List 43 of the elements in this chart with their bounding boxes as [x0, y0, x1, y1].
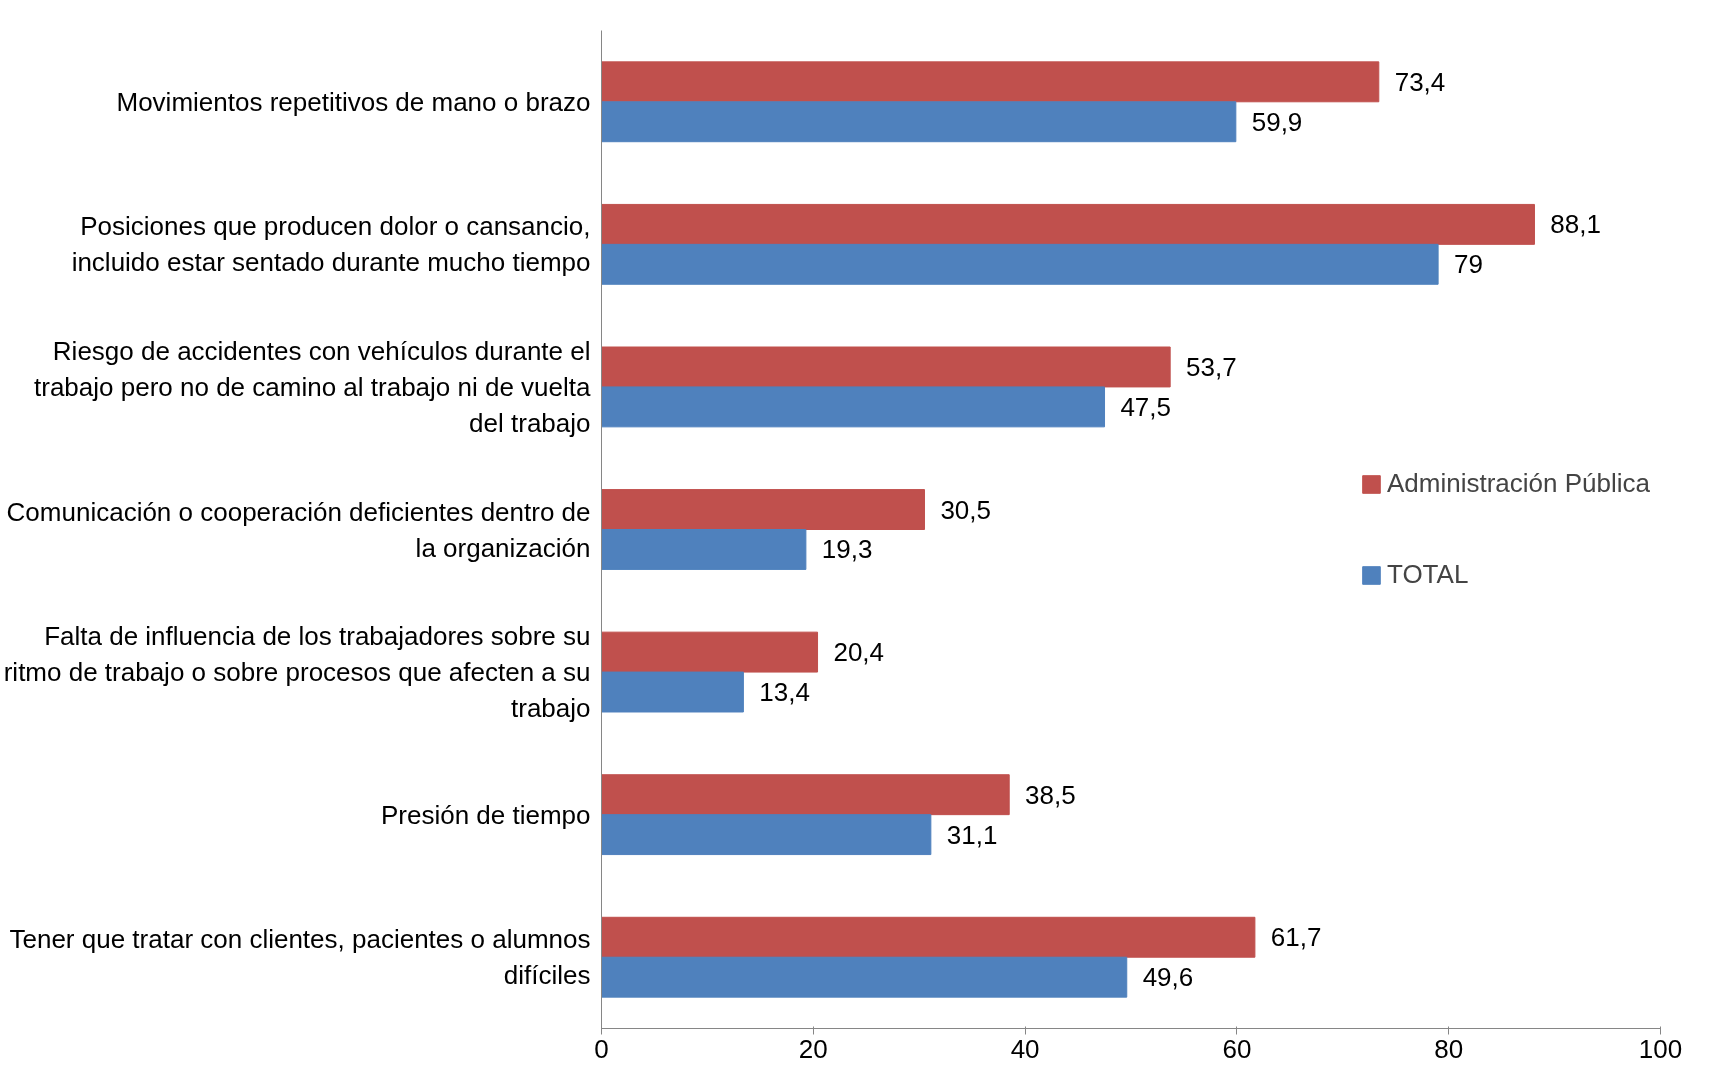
y-tick-label: Falta de influencia de los trabajadores sobre su ritmo de trabajo o sobre procesos que afecten a su trabajo: [3, 621, 591, 724]
data-label: 47,5: [1120, 391, 1172, 422]
data-label: 59,9: [1251, 106, 1303, 137]
bar: [601, 346, 1171, 388]
bar: [601, 956, 1128, 998]
y-tick-label: Comunicación o cooperación deficientes dentro de la organización: [6, 496, 591, 563]
x-tick-label: 40: [1010, 1033, 1040, 1064]
y-tick-label: Movimientos repetitivos de mano o brazo: [116, 86, 591, 117]
y-tick-label: Riesgo de accidentes con vehículos durante el trabajo pero no de camino al trabajo ni de vuelta del trabajo: [34, 335, 592, 438]
x-tick-label: 80: [1434, 1033, 1464, 1064]
bar: [601, 671, 744, 713]
legend-label: TOTAL: [1386, 559, 1469, 590]
bar: [601, 774, 1010, 816]
data-label: 88,1: [1550, 209, 1601, 240]
data-label: 38,5: [1025, 779, 1076, 810]
legend-label: Administración Pública: [1386, 468, 1650, 499]
bar: [601, 631, 819, 673]
x-tick-label: 20: [798, 1033, 828, 1064]
bar: [601, 489, 925, 530]
x-tick-label: 100: [1638, 1033, 1683, 1064]
data-label: 20,4: [833, 637, 885, 668]
bar: [601, 203, 1535, 245]
data-label: 61,7: [1270, 922, 1322, 953]
data-label: 73,4: [1394, 66, 1446, 97]
bar: [601, 101, 1237, 143]
data-label: 79: [1453, 249, 1483, 280]
bar: [601, 61, 1380, 103]
bar: [601, 243, 1439, 285]
data-label: 30,5: [940, 494, 991, 525]
data-label: 31,1: [946, 819, 998, 850]
bar: [601, 814, 932, 856]
y-tick-label: Presión de tiempo: [380, 799, 591, 830]
y-tick-label: Posiciones que producen dolor o cansancio, incluido estar sentado durante mucho tiempo: [71, 211, 591, 278]
bar: [601, 916, 1256, 958]
data-label: 49,6: [1142, 962, 1194, 993]
x-tick-label: 0: [594, 1033, 609, 1064]
data-label: 19,3: [821, 534, 873, 565]
data-label: 53,7: [1186, 351, 1237, 382]
y-tick-label: Tener que tratar con clientes, pacientes o alumnos difíciles: [9, 924, 591, 991]
bar: [601, 386, 1106, 428]
data-label: 13,4: [759, 677, 810, 708]
bar: [601, 529, 807, 570]
x-tick-label: 60: [1222, 1033, 1252, 1064]
